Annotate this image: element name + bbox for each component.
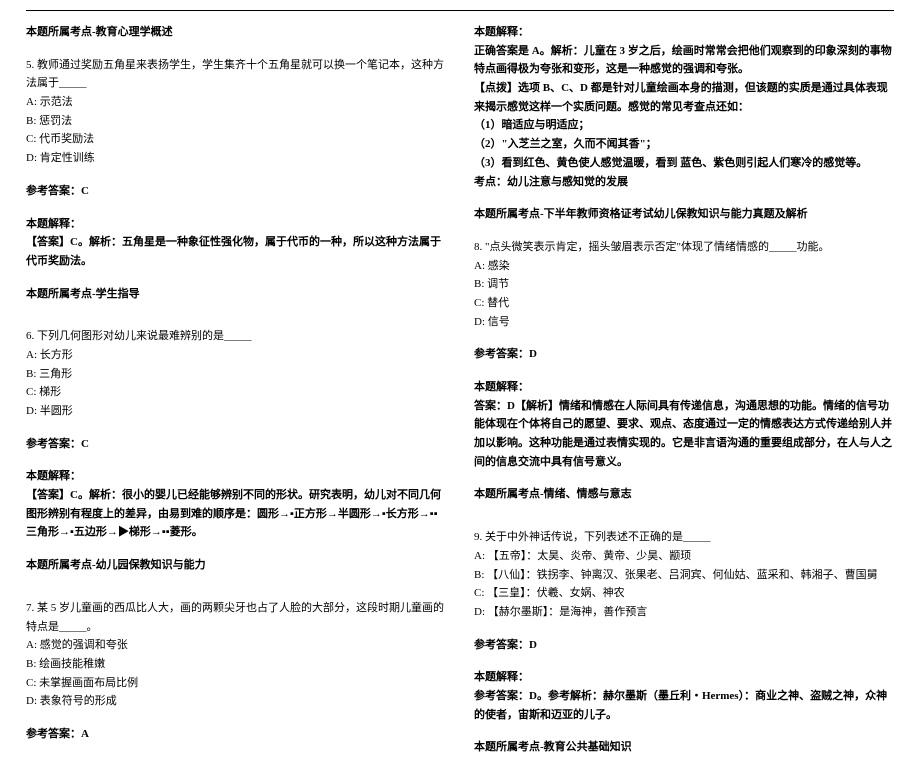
q6-opt-b: B: 三角形	[26, 365, 446, 384]
q5-options: A: 示范法 B: 惩罚法 C: 代币奖励法 D: 肯定性训练	[26, 93, 446, 168]
q9-stem: 9. 关于中外神话传说，下列表述不正确的是_____	[474, 528, 894, 547]
q6-stem: 6. 下列几何图形对幼儿来说最难辨别的是_____	[26, 327, 446, 346]
question-8: 8. "点头微笑表示肯定，摇头皱眉表示否定"体现了情绪情感的_____功能。 A…	[474, 238, 894, 504]
q6-answer: 参考答案：C	[26, 435, 446, 454]
page: 本题所属考点-教育心理学概述 5. 教师通过奖励五角星来表扬学生，学生集齐十个五…	[0, 10, 920, 661]
q9-options: A: 【五帝】：太昊、炎帝、黄帝、少昊、颛顼 B: 【八仙】：铁拐李、钟离汉、张…	[474, 547, 894, 622]
question-6: 6. 下列几何图形对幼儿来说最难辨别的是_____ A: 长方形 B: 三角形 …	[26, 327, 446, 575]
q8-opt-a: A: 感染	[474, 257, 894, 276]
question-5: 5. 教师通过奖励五角星来表扬学生，学生集齐十个五角星就可以换一个笔记本，这种方…	[26, 56, 446, 304]
q8-exp-label: 本题解释：	[474, 378, 894, 397]
q7-opt-c: C: 未掌握画面布局比例	[26, 674, 446, 693]
q9-opt-b: B: 【八仙】：铁拐李、钟离汉、张果老、吕洞宾、何仙姑、蓝采和、韩湘子、曹国舅	[474, 566, 894, 585]
q7-exp-l1: （1）暗适应与明适应；	[474, 116, 894, 135]
q7-opt-a: A: 感觉的强调和夸张	[26, 636, 446, 655]
q6-topic: 本题所属考点-幼儿园保教知识与能力	[26, 556, 446, 575]
q8-options: A: 感染 B: 调节 C: 替代 D: 信号	[474, 257, 894, 332]
left-column: 本题所属考点-教育心理学概述 5. 教师通过奖励五角星来表扬学生，学生集齐十个五…	[26, 23, 446, 767]
q5-opt-c: C: 代币奖励法	[26, 130, 446, 149]
q7-stem: 7. 某 5 岁儿童画的西瓜比人大，画的两颗尖牙也占了人脸的大部分，这段时期儿童…	[26, 599, 446, 636]
q7-opt-b: B: 绘画技能稚嫩	[26, 655, 446, 674]
q8-opt-d: D: 信号	[474, 313, 894, 332]
q5-exp-label: 本题解释：	[26, 215, 446, 234]
q7-exp-p2: 【点拨】选项 B、C、D 都是针对儿童绘画本身的描测，但该题的实质是通过具体表现…	[474, 79, 894, 116]
q9-opt-d: D: 【赫尔墨斯】：是海神，善作预言	[474, 603, 894, 622]
q5-opt-d: D: 肯定性训练	[26, 149, 446, 168]
q6-opt-d: D: 半圆形	[26, 402, 446, 421]
q7-exp-p1: 正确答案是 A。解析：儿童在 3 岁之后，绘画时常常会把他们观察到的印象深刻的事…	[474, 42, 894, 79]
q6-opt-c: C: 梯形	[26, 383, 446, 402]
q9-answer: 参考答案：D	[474, 636, 894, 655]
q5-answer: 参考答案：C	[26, 182, 446, 201]
q7-exp-l2: （2）"入芝兰之室，久而不闻其香"；	[474, 135, 894, 154]
q9-exp: 参考答案：D。参考解析：赫尔墨斯（墨丘利・Hermes）：商业之神、盗贼之神，众…	[474, 687, 894, 724]
q7-answer: 参考答案：A	[26, 725, 446, 744]
q5-stem: 5. 教师通过奖励五角星来表扬学生，学生集齐十个五角星就可以换一个笔记本，这种方…	[26, 56, 446, 93]
q5-opt-a: A: 示范法	[26, 93, 446, 112]
q8-opt-b: B: 调节	[474, 275, 894, 294]
q8-exp: 答案：D【解析】情绪和情感在人际间具有传递信息，沟通思想的功能。情绪的信号功能体…	[474, 397, 894, 472]
topic-line: 本题所属考点-教育心理学概述	[26, 23, 446, 42]
columns: 本题所属考点-教育心理学概述 5. 教师通过奖励五角星来表扬学生，学生集齐十个五…	[26, 23, 894, 767]
question-7: 7. 某 5 岁儿童画的西瓜比人大，画的两颗尖牙也占了人脸的大部分，这段时期儿童…	[26, 599, 446, 744]
q7-exp-l3: （3）看到红色、黄色使人感觉温暖，看到 蓝色、紫色则引起人们寒冷的感觉等。	[474, 154, 894, 173]
right-column: 本题解释： 正确答案是 A。解析：儿童在 3 岁之后，绘画时常常会把他们观察到的…	[474, 23, 894, 767]
q5-opt-b: B: 惩罚法	[26, 112, 446, 131]
q8-stem: 8. "点头微笑表示肯定，摇头皱眉表示否定"体现了情绪情感的_____功能。	[474, 238, 894, 257]
q7-opt-d: D: 表象符号的形成	[26, 692, 446, 711]
q5-exp: 【答案】C。解析：五角星是一种象征性强化物，属于代币的一种，所以这种方法属于代币…	[26, 233, 446, 270]
q5-topic: 本题所属考点-学生指导	[26, 285, 446, 304]
q9-exp-label: 本题解释：	[474, 668, 894, 687]
q7-exp-label: 本题解释：	[474, 23, 894, 42]
q9-topic: 本题所属考点-教育公共基础知识	[474, 738, 894, 757]
q6-exp: 【答案】C。解析：很小的婴儿已经能够辨别不同的形状。研究表明，幼儿对不同几何图形…	[26, 486, 446, 542]
q6-options: A: 长方形 B: 三角形 C: 梯形 D: 半圆形	[26, 346, 446, 421]
q6-opt-a: A: 长方形	[26, 346, 446, 365]
q8-topic: 本题所属考点-情绪、情感与意志	[474, 485, 894, 504]
q7-topic: 本题所属考点-下半年教师资格证考试幼儿保教知识与能力真题及解析	[474, 205, 894, 224]
q8-answer: 参考答案：D	[474, 345, 894, 364]
q9-opt-c: C: 【三皇】：伏羲、女娲、神农	[474, 584, 894, 603]
top-rule	[26, 10, 894, 11]
q7-exp-kd: 考点：幼儿注意与感知觉的发展	[474, 173, 894, 192]
question-9: 9. 关于中外神话传说，下列表述不正确的是_____ A: 【五帝】：太昊、炎帝…	[474, 528, 894, 757]
q7-options: A: 感觉的强调和夸张 B: 绘画技能稚嫩 C: 未掌握画面布局比例 D: 表象…	[26, 636, 446, 711]
q6-exp-label: 本题解释：	[26, 467, 446, 486]
q9-opt-a: A: 【五帝】：太昊、炎帝、黄帝、少昊、颛顼	[474, 547, 894, 566]
q8-opt-c: C: 替代	[474, 294, 894, 313]
